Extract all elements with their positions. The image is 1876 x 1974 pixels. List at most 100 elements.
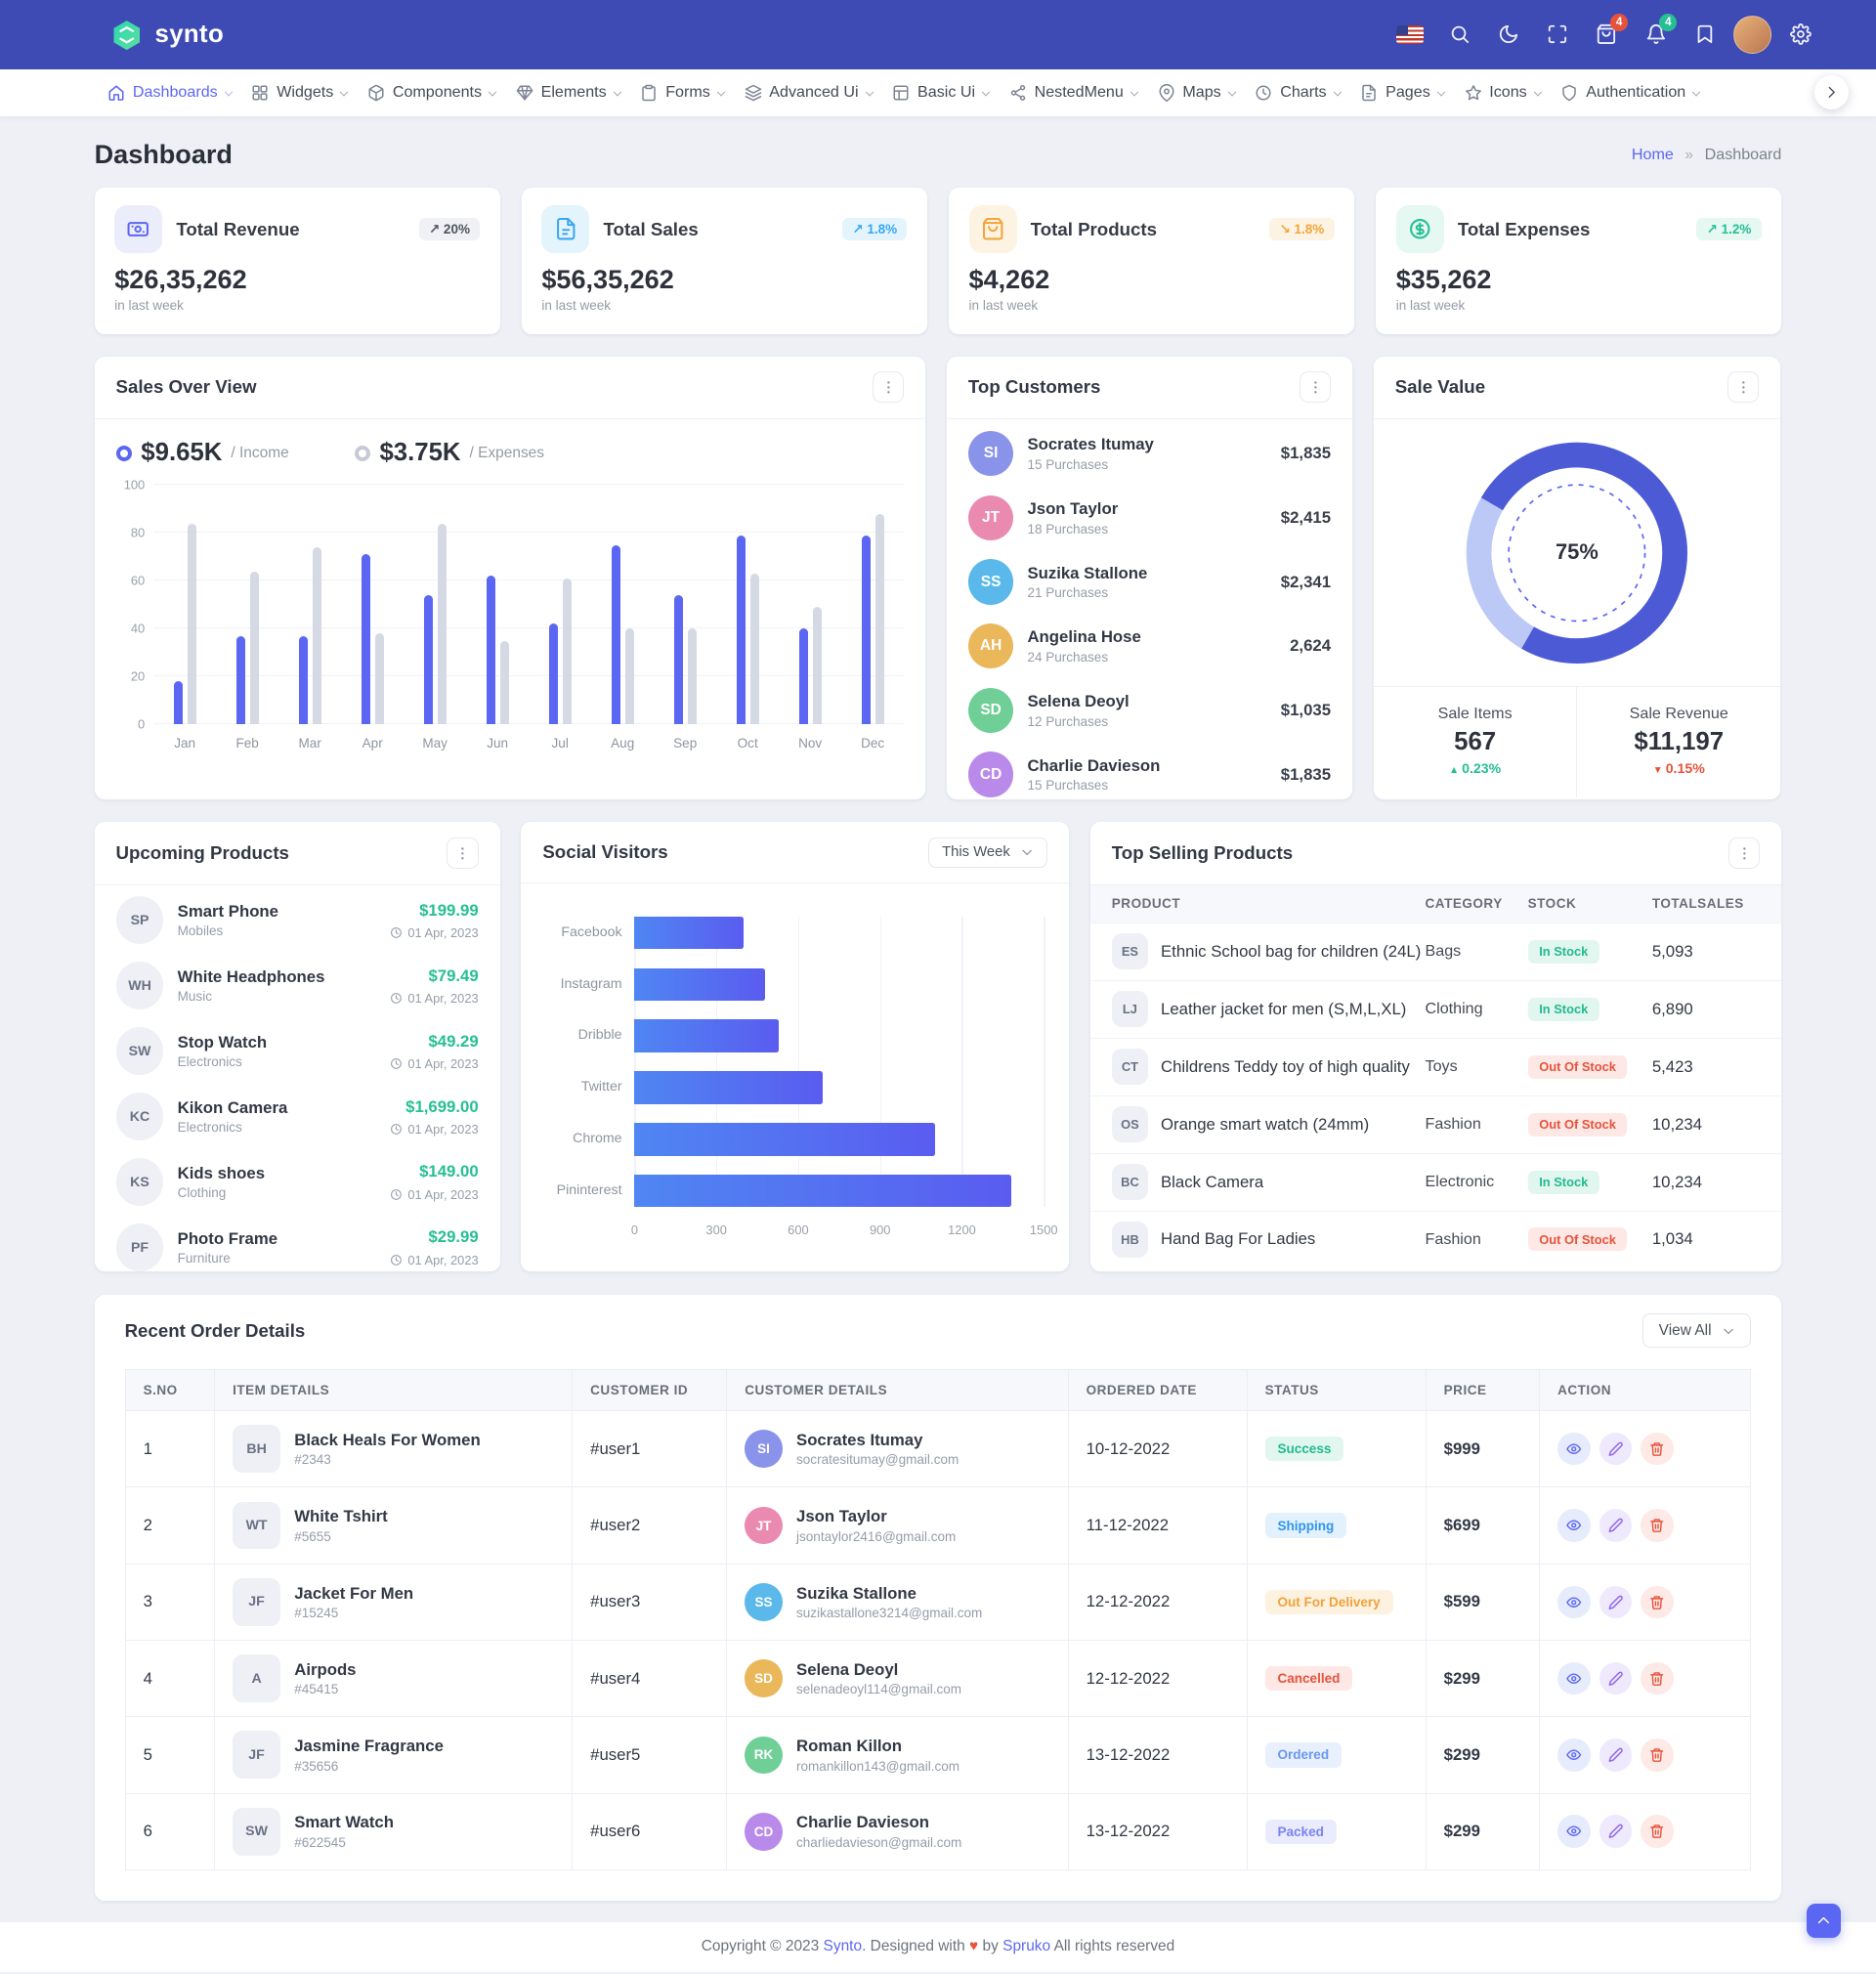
nav-scroll-right-button[interactable]	[1813, 75, 1849, 110]
delete-button[interactable]	[1641, 1509, 1674, 1542]
item-name: Smart Watch	[294, 1813, 394, 1832]
search-button[interactable]	[1439, 15, 1479, 55]
delete-button[interactable]	[1641, 1432, 1674, 1466]
nav-item-forms[interactable]: Forms	[631, 69, 735, 116]
week-filter-select[interactable]: This Week	[928, 837, 1048, 868]
stat-value: $35,262	[1395, 264, 1492, 294]
nav-item-maps[interactable]: Maps	[1148, 69, 1246, 116]
table-row: OS Orange smart watch (24mm) Fashion Out …	[1089, 1094, 1782, 1153]
customer-id[interactable]: #user5	[572, 1716, 728, 1794]
sales-legend: $9.65K / Income $3.75K / Expenses	[95, 419, 925, 478]
clock-icon	[390, 992, 403, 1005]
chevron-down-icon	[1691, 87, 1702, 97]
customer-name: Suzika Stallone	[796, 1583, 917, 1603]
view-button[interactable]	[1557, 1432, 1591, 1466]
customer-name: Json Taylor	[1027, 499, 1119, 519]
edit-button[interactable]	[1599, 1661, 1633, 1695]
card-menu-button[interactable]	[1299, 371, 1332, 404]
product-date: 01 Apr, 2023	[390, 1187, 479, 1202]
customer-purchases: 15 Purchases	[1027, 456, 1109, 472]
fullscreen-button[interactable]	[1537, 15, 1577, 55]
box-icon	[367, 84, 385, 102]
language-flag-button[interactable]	[1390, 15, 1430, 55]
total-sales: 5,093	[1651, 941, 1693, 961]
order-date: 12-12-2022	[1067, 1639, 1248, 1718]
customer-id[interactable]: #user4	[572, 1639, 728, 1718]
nav-item-authentication[interactable]: Authentication	[1552, 69, 1711, 116]
cart-badge: 4	[1610, 13, 1629, 31]
total-sales: 10,234	[1651, 1114, 1703, 1134]
view-button[interactable]	[1557, 1585, 1591, 1619]
stock-badge: In Stock	[1527, 1170, 1599, 1194]
view-all-button[interactable]: View All	[1642, 1312, 1752, 1349]
nav-item-dashboards[interactable]: Dashboards	[99, 69, 242, 116]
sale-value-card: Sale Value 75% Sale Items 567 0.23%	[1373, 356, 1781, 800]
settings-button[interactable]	[1780, 15, 1820, 55]
product-image: HB	[1111, 1221, 1149, 1259]
clock-icon	[390, 1254, 403, 1266]
nav-item-elements[interactable]: Elements	[506, 69, 631, 116]
brand[interactable]: synto	[110, 19, 224, 52]
delete-button[interactable]	[1641, 1585, 1674, 1619]
customer-name: Socrates Itumay	[1027, 435, 1154, 454]
delete-button[interactable]	[1641, 1815, 1674, 1848]
customer-name: Json Taylor	[796, 1507, 887, 1526]
nav-item-components[interactable]: Components	[358, 69, 506, 116]
edit-button[interactable]	[1599, 1432, 1633, 1466]
edit-button[interactable]	[1599, 1509, 1633, 1542]
footer-brand-link[interactable]: Synto.	[823, 1938, 867, 1955]
edit-button[interactable]	[1599, 1585, 1633, 1619]
chevron-down-icon	[1533, 87, 1543, 97]
card-menu-button[interactable]	[873, 371, 905, 404]
scroll-top-button[interactable]	[1807, 1904, 1841, 1939]
view-button[interactable]	[1557, 1661, 1591, 1695]
view-button[interactable]	[1557, 1815, 1591, 1848]
clock-icon	[390, 926, 403, 939]
chevron-down-icon	[1020, 845, 1034, 859]
item-name: Jacket For Men	[294, 1583, 414, 1603]
nav-item-advanced-ui[interactable]: Advanced Ui	[735, 69, 883, 116]
nav-item-basic-ui[interactable]: Basic Ui	[883, 69, 1001, 116]
income-label: / Income	[231, 444, 289, 461]
orders-table: S.NO ITEM DETAILS CUSTOMER ID CUSTOMER D…	[124, 1369, 1752, 1870]
customer-email: jsontaylor2416@gmail.com	[796, 1528, 957, 1544]
delete-button[interactable]	[1641, 1738, 1674, 1772]
card-menu-button[interactable]	[1727, 371, 1760, 404]
product-category: Toys	[1425, 1057, 1458, 1076]
avatar[interactable]	[1733, 16, 1772, 54]
customer-name: Suzika Stallone	[1027, 563, 1148, 582]
card-menu-button[interactable]	[1728, 837, 1761, 870]
breadcrumb-home[interactable]: Home	[1631, 146, 1674, 163]
card-menu-button[interactable]	[447, 837, 479, 870]
nav-item-nestedmenu[interactable]: NestedMenu	[1000, 69, 1148, 116]
footer-designer-link[interactable]: Spruko	[1002, 1938, 1051, 1955]
nav-item-icons[interactable]: Icons	[1455, 69, 1552, 116]
avatar: SS	[967, 559, 1014, 605]
item-name: White Tshirt	[294, 1507, 388, 1526]
nav-item-widgets[interactable]: Widgets	[242, 69, 359, 116]
customer-id[interactable]: #user6	[572, 1792, 728, 1870]
notifications-button[interactable]: 4	[1636, 13, 1678, 55]
bookmark-button[interactable]	[1684, 15, 1725, 55]
view-button[interactable]	[1557, 1738, 1591, 1772]
chevron-down-icon	[340, 87, 350, 97]
dark-mode-button[interactable]	[1488, 15, 1528, 55]
edit-button[interactable]	[1599, 1815, 1633, 1848]
nav-item-charts[interactable]: Charts	[1246, 69, 1351, 116]
product-image: SW	[115, 1027, 164, 1076]
customer-id[interactable]: #user3	[572, 1563, 728, 1641]
page-header: Dashboard Home » Dashboard	[95, 140, 1782, 170]
delete-button[interactable]	[1641, 1661, 1674, 1695]
customer-id[interactable]: #user1	[572, 1410, 728, 1488]
cart-button[interactable]: 4	[1587, 13, 1629, 55]
customer-amount: $2,341	[1280, 572, 1332, 591]
view-button[interactable]	[1557, 1509, 1591, 1542]
customer-id[interactable]: #user2	[572, 1486, 728, 1565]
product-category: Fashion	[1425, 1229, 1481, 1248]
status-badge: Packed	[1264, 1819, 1337, 1844]
nav-item-pages[interactable]: Pages	[1351, 69, 1455, 116]
eye-icon	[1566, 1747, 1581, 1762]
upcoming-products-list: SP Smart Phone Mobiles $199.99 01 Apr, 202…	[95, 885, 500, 1272]
edit-button[interactable]	[1599, 1738, 1633, 1772]
